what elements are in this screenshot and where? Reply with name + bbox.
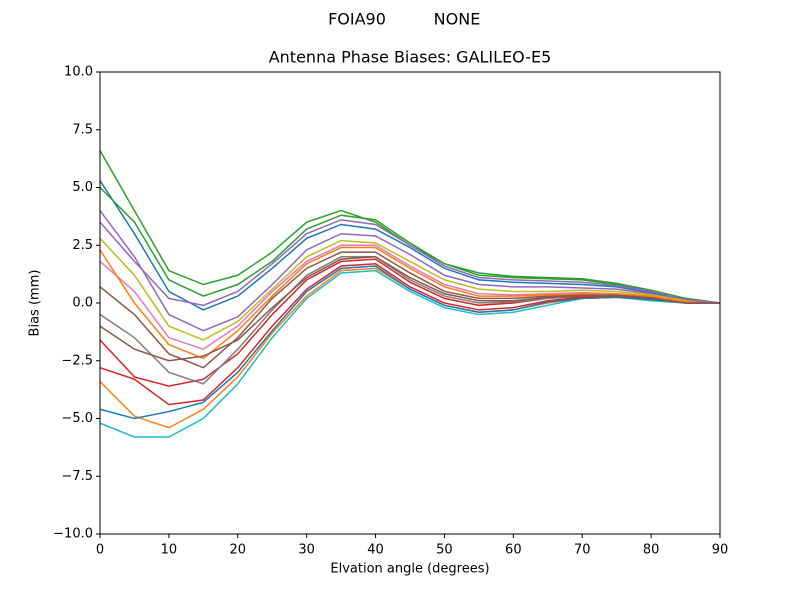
y-tick-label: 2.5: [72, 238, 93, 253]
suptitle-left: FOIA90: [328, 10, 386, 29]
y-axis-label: Bias (mm): [28, 270, 43, 337]
x-tick-label: 50: [436, 543, 453, 558]
chart-title: Antenna Phase Biases: GALILEO-E5: [269, 48, 552, 67]
y-tick-label: 5.0: [72, 180, 93, 195]
x-tick-label: 70: [574, 543, 591, 558]
series-line: [99, 180, 721, 311]
series-line: [99, 237, 721, 341]
y-tick-label: −5.0: [61, 411, 93, 426]
x-tick-label: 0: [96, 543, 104, 558]
series-line: [99, 256, 720, 362]
x-tick-label: 30: [298, 543, 315, 558]
y-tick-label: −2.5: [61, 353, 93, 368]
series-line: [99, 210, 721, 332]
y-tick-label: −7.5: [61, 469, 93, 484]
x-tick-label: 40: [367, 543, 384, 558]
x-tick-label: 80: [643, 543, 660, 558]
series-line: [99, 265, 720, 420]
plot-area: [99, 150, 721, 438]
x-tick-label: 10: [161, 543, 178, 558]
suptitle-right: NONE: [434, 10, 481, 29]
y-tick-label: 7.5: [72, 122, 93, 137]
y-tick-label: 10.0: [64, 65, 93, 80]
series-line: [99, 186, 721, 304]
series-line: [99, 251, 721, 369]
x-axis-label: Elvation angle (degrees): [330, 562, 489, 577]
y-tick-label: −10.0: [53, 527, 93, 542]
x-tick-label: 60: [505, 543, 522, 558]
y-tick-label: 0.0: [72, 296, 93, 311]
x-tick-label: 90: [712, 543, 729, 558]
series-line: [99, 219, 721, 307]
series-line: [99, 246, 721, 360]
x-tick-label: 20: [230, 543, 247, 558]
